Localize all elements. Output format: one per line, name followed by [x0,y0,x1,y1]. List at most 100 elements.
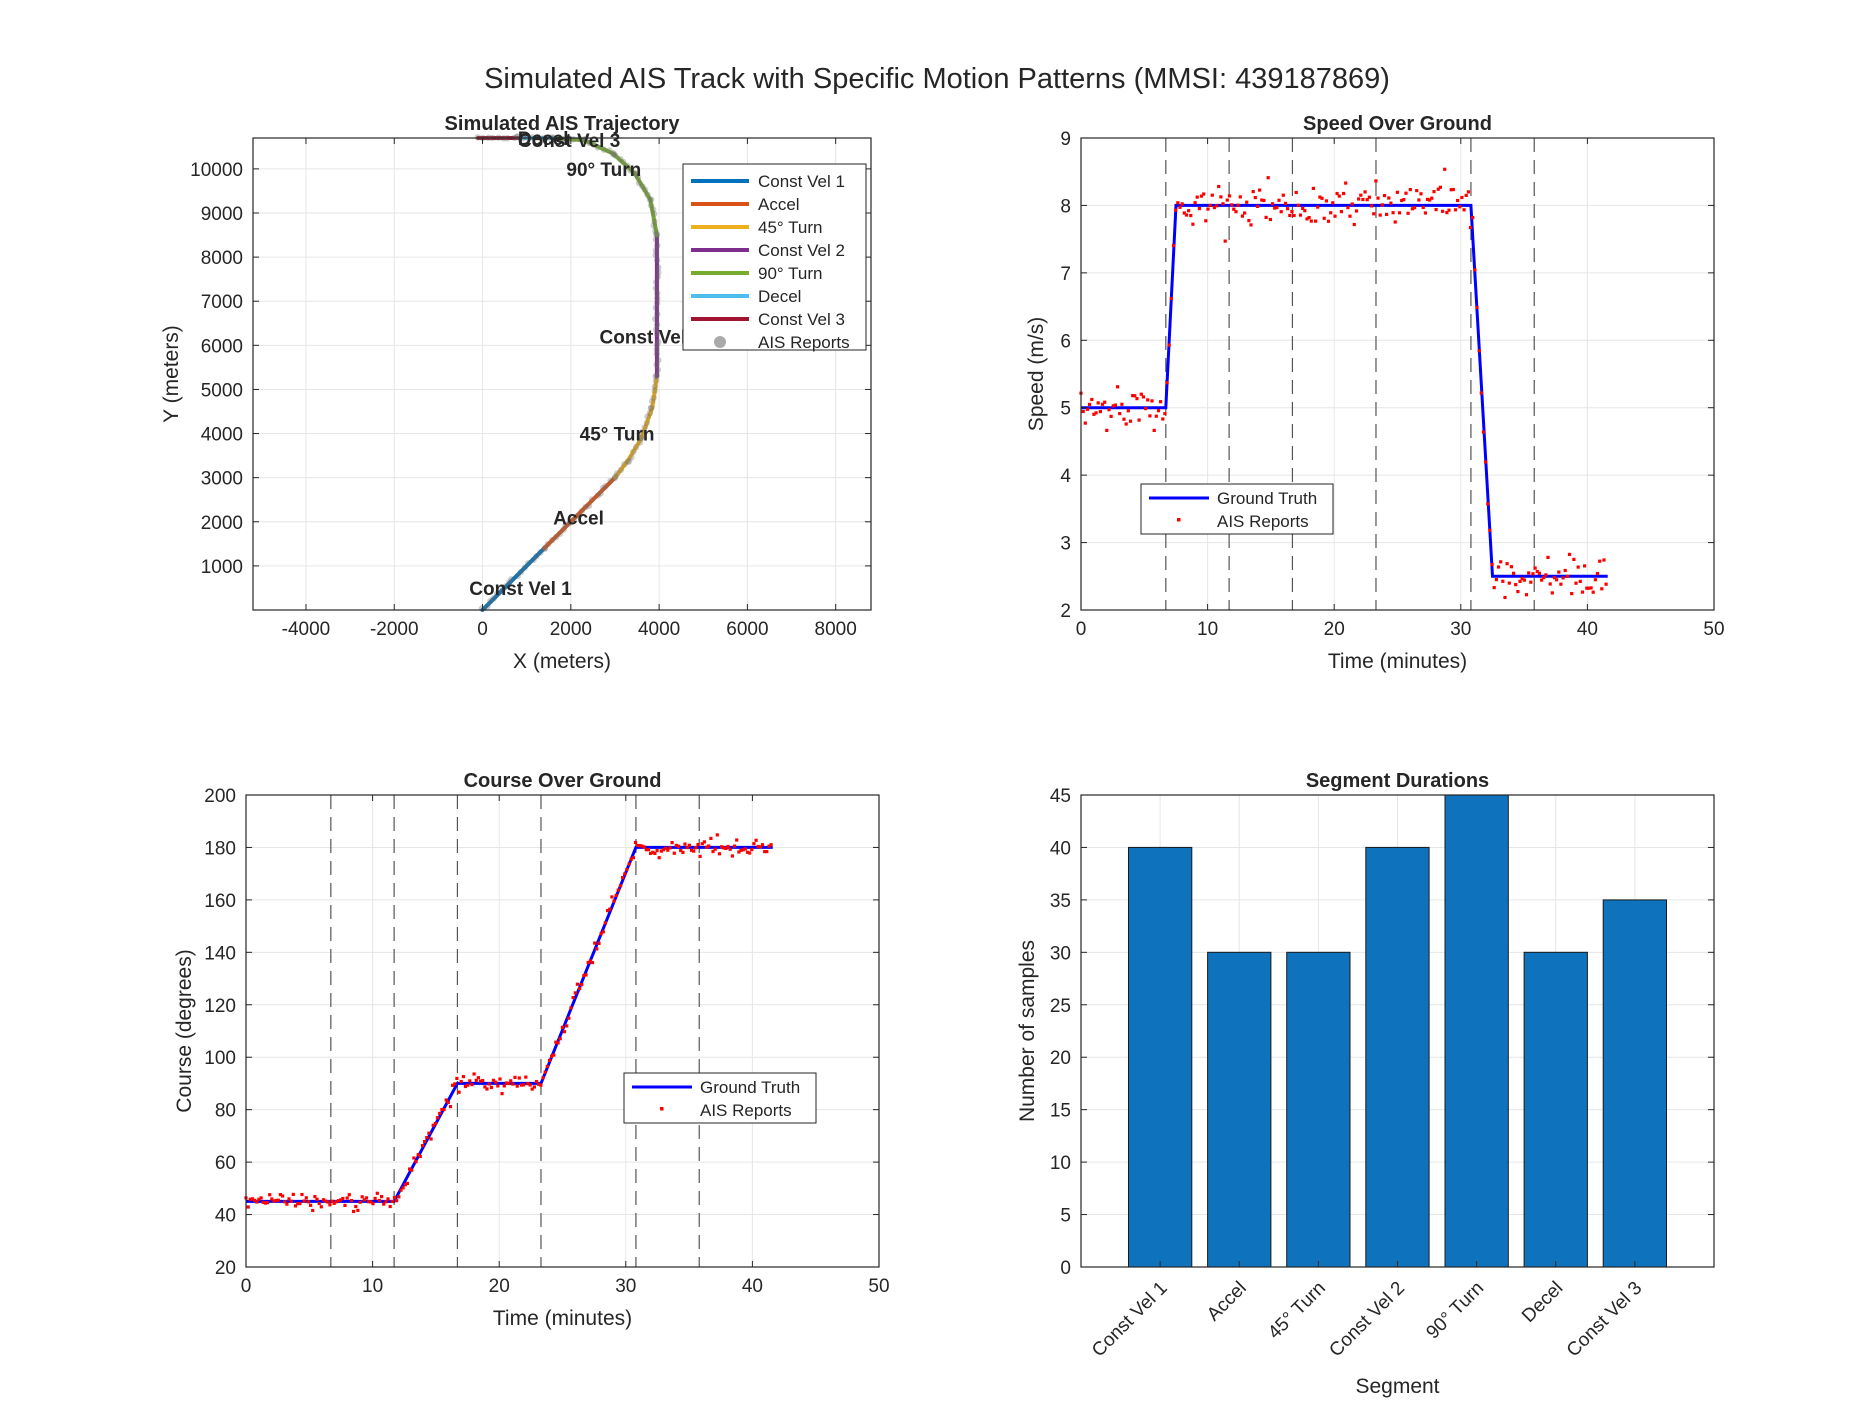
ais-report-point [578,986,582,991]
y-tick-label: 6 [1060,331,1071,352]
ais-report-point [420,1144,425,1148]
ais-report-point [1496,565,1501,569]
ais-report-point [1589,586,1593,590]
ais-report-point [395,1199,399,1203]
ais-report-point [1357,197,1361,201]
ais-report-point [1346,206,1350,210]
ais-report-point [362,1198,366,1202]
ais-report-point [1249,223,1253,227]
y-tick-label: 8000 [201,248,243,269]
ais-report-point [1413,206,1417,210]
x-tick-label: 8000 [815,619,857,640]
ais-report-point [481,1079,485,1083]
ais-report-point [705,845,709,849]
ais-report-point [1275,205,1279,210]
trajectory-segment-line [551,136,659,237]
ais-report-point [1542,576,1546,580]
ais-report-point [696,842,700,847]
ais-report-point [1352,222,1356,227]
ais-report-point [268,1193,272,1197]
ais-report-point [412,1156,416,1160]
ais-report-point [1212,206,1216,210]
ais-report-point [651,850,655,854]
axes-box [245,794,880,1268]
ais-report-point [1301,206,1305,210]
ais-report-point [1307,216,1311,220]
ais-report-point [612,899,616,903]
ais-report-point [1286,207,1290,211]
ais-report-point [474,1078,478,1082]
ais-report-point [1329,211,1333,215]
ais-report-point [556,1041,560,1045]
ais-report-point [654,273,661,281]
y-tick-label: 4 [1060,466,1071,487]
ais-report-point [1544,573,1548,577]
ais-report-point [1501,579,1505,583]
ais-report-point [1180,202,1184,206]
ais-report-point [685,846,689,850]
ais-report-point [1389,201,1393,205]
x-tick-label: 30 [615,1276,636,1297]
ais-report-point [599,484,607,492]
ais-report-point [624,458,632,466]
ais-report-point [630,448,637,455]
legend-label: Const Vel 2 [758,241,845,260]
ais-report-point [717,852,722,856]
ais-report-point [653,278,660,286]
y-tick-label: 5 [1060,1206,1071,1227]
ais-report-point [1234,210,1238,214]
ais-report-point [643,419,651,426]
x-tick-label: Const Vel 2 [1325,1278,1409,1362]
ais-report-point [647,202,655,209]
speed-panel: 0 10 20 30 40 50 2 3 4 5 6 7 8 9 Speed Over Ground Time… [1025,113,1725,673]
ais-report-point [650,222,657,229]
ais-report-point [530,1087,534,1091]
ais-report-point [654,299,661,306]
legend-label: AIS Reports [700,1101,792,1120]
ais-report-point [654,295,661,302]
trajectory-panel: -4000 -2000 0 2000 4000 6000 8000 1000 2000 3000 4… [160,113,872,673]
ais-report-point [745,850,750,854]
bar-const-vel-1 [1128,846,1193,1268]
ais-report-point [1456,198,1460,203]
ais-report-point [562,522,569,529]
ais-report-point [300,1192,304,1197]
ais-report-point [429,1137,433,1141]
x-tick-label: 10 [1197,619,1218,640]
speed-legend: Ground Truth AIS Reports [1140,483,1334,535]
ais-report-point [1567,552,1572,556]
legend-label: Ground Truth [1217,489,1317,508]
ais-report-point [1451,187,1455,192]
ais-report-point [595,947,599,951]
ais-report-point [1305,217,1309,221]
ais-report-point [756,844,760,849]
trajectory-xlabel: X (meters) [513,650,611,673]
ais-report-point [1376,196,1380,200]
ais-report-point [743,847,747,851]
ais-report-point [556,530,564,537]
ais-report-point [607,477,614,485]
ais-report-point [382,1202,386,1206]
ais-report-point [636,439,644,446]
ais-report-point [525,559,532,567]
ais-report-point [637,434,645,442]
ais-report-point [317,1201,321,1206]
ais-report-point [1462,208,1466,212]
ais-report-point [1098,410,1102,414]
ais-report-point [1208,203,1212,207]
ais-report-point [664,846,668,850]
ais-report-point [652,315,659,323]
ais-report-point [1430,196,1434,200]
ais-report-point [1557,570,1561,574]
ais-report-point [479,1079,483,1083]
ais-report-point [315,1197,319,1201]
ais-report-point [532,1085,536,1089]
ais-report-point [633,443,640,451]
ais-report-point [537,549,544,556]
ais-report-point [1518,579,1522,583]
ais-report-point [674,843,678,847]
trajectory-segment-line [613,374,659,480]
ais-report-point [576,135,583,142]
ais-report-point [631,856,635,860]
